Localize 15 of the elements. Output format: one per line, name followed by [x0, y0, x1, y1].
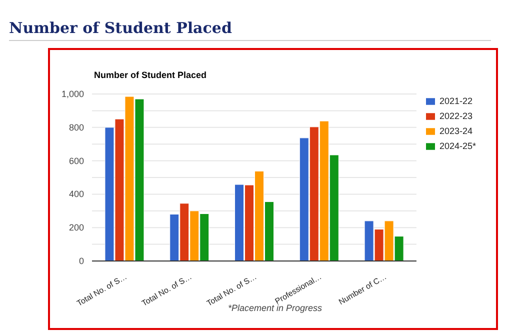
y-tick-label: 600 [68, 156, 84, 166]
legend-label: 2023-24 [439, 126, 472, 136]
x-tick-label: Total No. of S… [140, 272, 194, 308]
y-tick-label: 0 [78, 256, 84, 266]
legend-label: 2022-23 [439, 111, 472, 121]
y-tick-label: 1,000 [61, 89, 84, 99]
chart-title: Number of Student Placed [9, 19, 232, 37]
legend-label: 2021-22 [439, 96, 472, 106]
x-tick-label: Total No. of S… [75, 272, 128, 308]
y-tick-label: 200 [68, 222, 84, 233]
chart-subtitle: Number of Student Placed [94, 70, 207, 80]
legend-label: 2024-25* [439, 141, 476, 151]
y-tick-label: 400 [68, 189, 84, 200]
y-tick-label: 800 [68, 122, 84, 132]
x-axis-title: *Placement in Progress [228, 303, 322, 313]
